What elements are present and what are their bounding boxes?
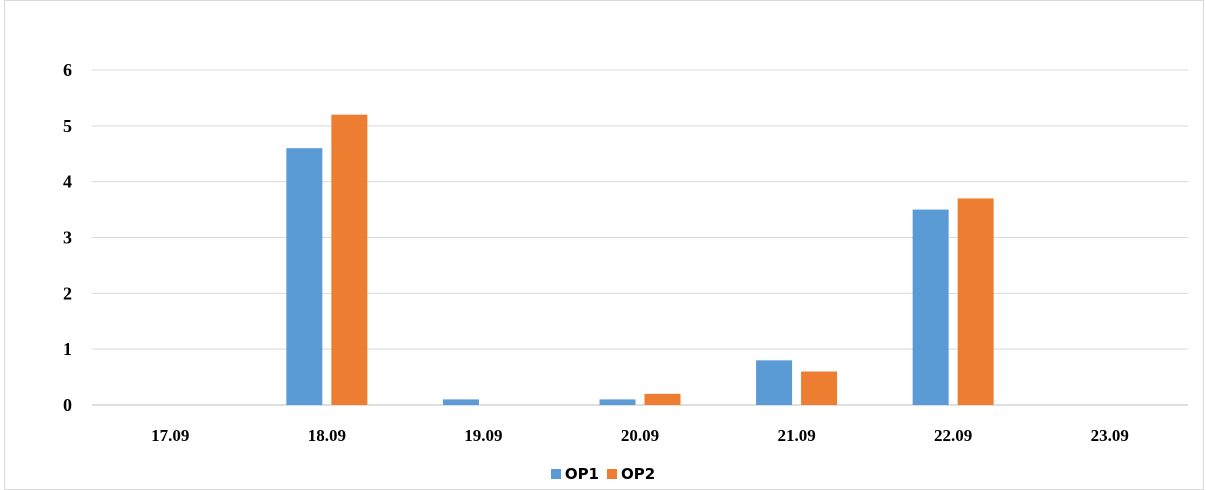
legend: OP1 OP2 (0, 465, 1206, 483)
bar-op2-20.09 (644, 393, 681, 405)
y-tick-label: 6 (63, 60, 72, 80)
x-axis-ticks: 17.09 18.09 19.09 20.09 21.09 22.09 23.09 (151, 426, 1129, 445)
y-tick-label: 4 (63, 172, 72, 192)
bar-op1-19.09 (442, 399, 479, 405)
legend-swatch-op2 (607, 469, 617, 479)
y-tick-label: 2 (63, 283, 72, 303)
x-tick-label: 17.09 (151, 426, 189, 445)
y-tick-label: 1 (63, 339, 72, 359)
x-tick-label: 23.09 (1091, 426, 1129, 445)
x-tick-label: 22.09 (934, 426, 972, 445)
bar-op1-21.09 (756, 360, 793, 405)
bar-op2-22.09 (957, 198, 994, 405)
y-tick-label: 3 (63, 228, 72, 248)
legend-item-op1: OP1 (550, 465, 599, 483)
y-tick-label: 5 (63, 116, 72, 136)
y-tick-label: 0 (63, 395, 72, 415)
chart-frame (4, 0, 1204, 490)
bar-op1-18.09 (286, 148, 323, 405)
x-tick-label: 19.09 (464, 426, 502, 445)
x-tick-label: 21.09 (777, 426, 815, 445)
bar-op2-18.09 (331, 114, 368, 406)
bar-op1-22.09 (912, 209, 949, 405)
bar-op2-21.09 (801, 371, 838, 405)
legend-item-op2: OP2 (607, 465, 655, 483)
x-tick-label: 20.09 (621, 426, 659, 445)
gridlines (92, 69, 1188, 406)
legend-label-op2: OP2 (621, 465, 656, 483)
bar-op1-20.09 (599, 399, 636, 405)
bar-chart: 0 1 2 3 4 5 6 17.09 18.09 19.09 20.09 21.09 22.09 23… (63, 60, 1188, 445)
y-axis-ticks: 0 1 2 3 4 5 6 (63, 60, 72, 415)
legend-swatch-op1 (550, 469, 561, 479)
x-tick-label: 18.09 (308, 426, 346, 445)
legend-label-op1: OP1 (564, 465, 599, 483)
bars (286, 114, 994, 406)
